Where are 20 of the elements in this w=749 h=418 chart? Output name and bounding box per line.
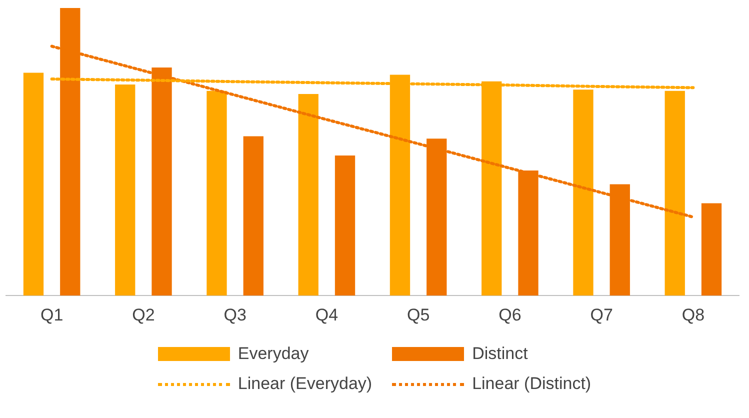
legend-label: Everyday (238, 344, 309, 364)
bar (23, 72, 44, 296)
x-tick-label: Q4 (315, 305, 338, 324)
x-tick-label: Q8 (682, 305, 705, 324)
bar (298, 94, 318, 296)
x-tick-label: Q1 (40, 305, 64, 324)
legend-label: Linear (Distinct) (472, 374, 592, 394)
bar (243, 136, 264, 296)
bar (334, 156, 356, 296)
legend-label: Distinct (472, 344, 528, 364)
x-tick-label: Q5 (406, 305, 430, 324)
legend-label: Linear (Everyday) (238, 374, 372, 394)
bar (664, 90, 685, 296)
bar (115, 84, 136, 296)
x-tick-label: Q6 (498, 305, 522, 324)
x-tick-label: Q7 (590, 305, 613, 324)
bar (701, 203, 722, 296)
x-tick-label: Q2 (132, 305, 155, 324)
bar (206, 90, 227, 296)
x-tick-label: Q3 (224, 305, 246, 324)
